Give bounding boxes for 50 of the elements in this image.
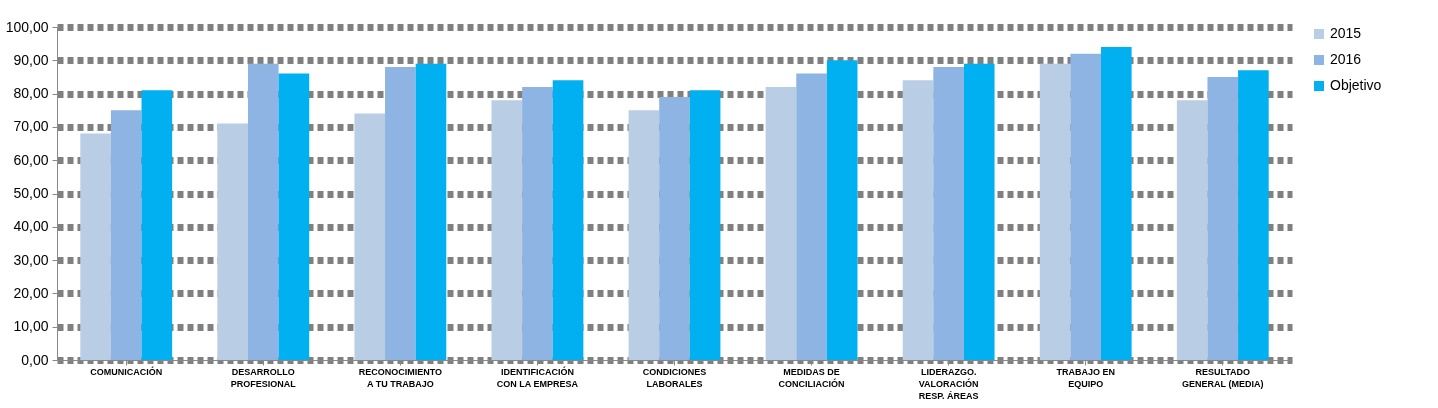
bar bbox=[826, 60, 858, 360]
bar bbox=[796, 73, 827, 360]
legend-label: Objetivo bbox=[1330, 77, 1382, 93]
bar bbox=[491, 100, 523, 360]
legend-label: 2015 bbox=[1330, 25, 1362, 41]
bar bbox=[933, 66, 964, 360]
bar bbox=[522, 86, 553, 360]
bar bbox=[80, 133, 111, 360]
bar bbox=[689, 90, 721, 360]
y-tick-label: 10,00 bbox=[13, 318, 49, 335]
x-tick-label: LIDERAZGO. VALORACIÓN RESP. ÁREAS bbox=[918, 366, 979, 401]
x-tick-label: DESARROLLO PROFESIONAL bbox=[230, 366, 297, 389]
bar bbox=[628, 110, 660, 360]
x-tick-label: RESULTADO GENERAL (MEDIA) bbox=[1182, 366, 1264, 389]
bar bbox=[552, 80, 584, 360]
bar bbox=[1039, 63, 1071, 360]
x-tick-label: MEDIDAS DE CONCILIACIÓN bbox=[778, 366, 845, 389]
bar bbox=[1176, 100, 1208, 360]
bar bbox=[141, 90, 173, 360]
x-tick-label: RECONOCIMIENTO A TU TRABAJO bbox=[358, 366, 443, 389]
y-tick-label: 0,00 bbox=[21, 351, 49, 368]
bar bbox=[385, 66, 416, 360]
bar bbox=[1101, 46, 1132, 360]
bar bbox=[110, 110, 142, 360]
bar bbox=[1238, 70, 1269, 360]
bar bbox=[354, 113, 386, 360]
bar bbox=[963, 63, 995, 360]
x-tick-label: COMUNICACIÓN bbox=[90, 365, 163, 377]
y-tick-label: 30,00 bbox=[13, 251, 49, 268]
x-tick-label: TRABAJO EN EQUIPO bbox=[1056, 366, 1115, 389]
y-tick-label: 70,00 bbox=[13, 118, 49, 135]
x-tick-label: CONDICIONES LABORALES bbox=[642, 366, 707, 389]
bar bbox=[765, 86, 797, 360]
bar bbox=[415, 63, 447, 360]
y-tick-label: 20,00 bbox=[13, 284, 49, 301]
y-tick-label: 50,00 bbox=[13, 185, 49, 201]
y-tick-label: 100,00 bbox=[5, 18, 49, 35]
y-tick-label: 90,00 bbox=[13, 51, 49, 68]
bar bbox=[1207, 76, 1239, 360]
bar bbox=[659, 96, 690, 360]
bar bbox=[278, 73, 310, 360]
bar bbox=[902, 80, 934, 360]
legend-label: 2016 bbox=[1330, 51, 1362, 67]
x-tick-label: IDENTIFICACIÓN CON LA EMPRESA bbox=[496, 365, 579, 389]
bar bbox=[217, 123, 248, 360]
bar bbox=[247, 63, 279, 360]
y-tick-label: 60,00 bbox=[13, 151, 49, 168]
y-tick-label: 80,00 bbox=[13, 85, 49, 102]
bar bbox=[1070, 53, 1102, 360]
y-tick-label: 40,00 bbox=[13, 218, 49, 235]
